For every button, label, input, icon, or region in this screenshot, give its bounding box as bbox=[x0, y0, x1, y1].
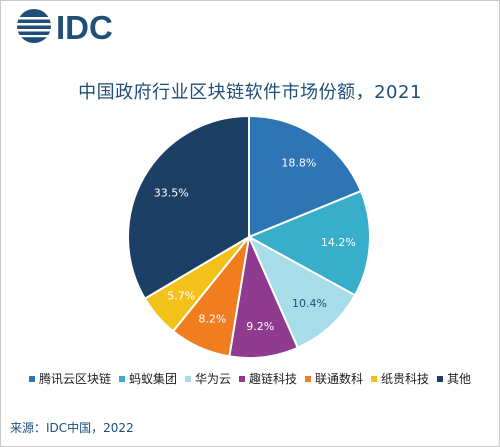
legend-label: 趣链科技 bbox=[248, 372, 297, 386]
slice-label-5: 8.2% bbox=[198, 313, 226, 326]
legend-item-5: 联通数科 bbox=[305, 370, 363, 387]
pie-slice-1 bbox=[248, 114, 363, 239]
chart-legend: 腾讯云区块链 蚂蚁集团 华为云 趣链科技 联通数科 纸贵科技 其他 bbox=[0, 370, 500, 387]
legend-label: 腾讯云区块链 bbox=[38, 372, 111, 386]
slice-label-7: 33.5% bbox=[154, 187, 189, 200]
legend-item-6: 纸贵科技 bbox=[371, 370, 429, 387]
slice-label-1: 18.8% bbox=[281, 157, 316, 170]
pie-slice-2 bbox=[246, 189, 371, 297]
legend-item-7: 其他 bbox=[437, 370, 471, 387]
logo-text: IDC bbox=[56, 9, 113, 46]
slice-label-4: 9.2% bbox=[246, 320, 274, 333]
pie-slice-7 bbox=[127, 114, 250, 300]
slice-label-2: 14.2% bbox=[321, 236, 356, 249]
legend-swatch bbox=[184, 375, 191, 382]
legend-swatch bbox=[437, 375, 444, 382]
legend-label: 纸贵科技 bbox=[381, 372, 430, 386]
source-note: 来源：IDC中国，2022 bbox=[10, 421, 134, 435]
slice-label-6: 5.7% bbox=[167, 290, 195, 303]
legend-label: 其他 bbox=[447, 372, 472, 386]
legend-swatch bbox=[28, 375, 35, 382]
slice-label-3: 10.4% bbox=[292, 297, 327, 310]
legend-item-3: 华为云 bbox=[184, 370, 231, 387]
globe-icon bbox=[17, 9, 51, 43]
legend-label: 联通数科 bbox=[315, 372, 364, 386]
legend-item-1: 腾讯云区块链 bbox=[28, 370, 111, 387]
legend-swatch bbox=[305, 375, 311, 382]
chart-title: 中国政府行业区块链软件市场份额，2021 bbox=[78, 82, 422, 103]
legend-label: 蚂蚁集团 bbox=[128, 372, 177, 386]
legend-label: 华为云 bbox=[194, 372, 231, 386]
legend-item-4: 趣链科技 bbox=[238, 370, 297, 387]
legend-swatch bbox=[371, 375, 378, 382]
idc-logo: IDC bbox=[17, 9, 113, 46]
pie-slice-3 bbox=[246, 234, 357, 350]
legend-swatch bbox=[118, 375, 125, 382]
legend-swatch bbox=[238, 375, 245, 382]
legend-item-2: 蚂蚁集团 bbox=[118, 370, 177, 387]
